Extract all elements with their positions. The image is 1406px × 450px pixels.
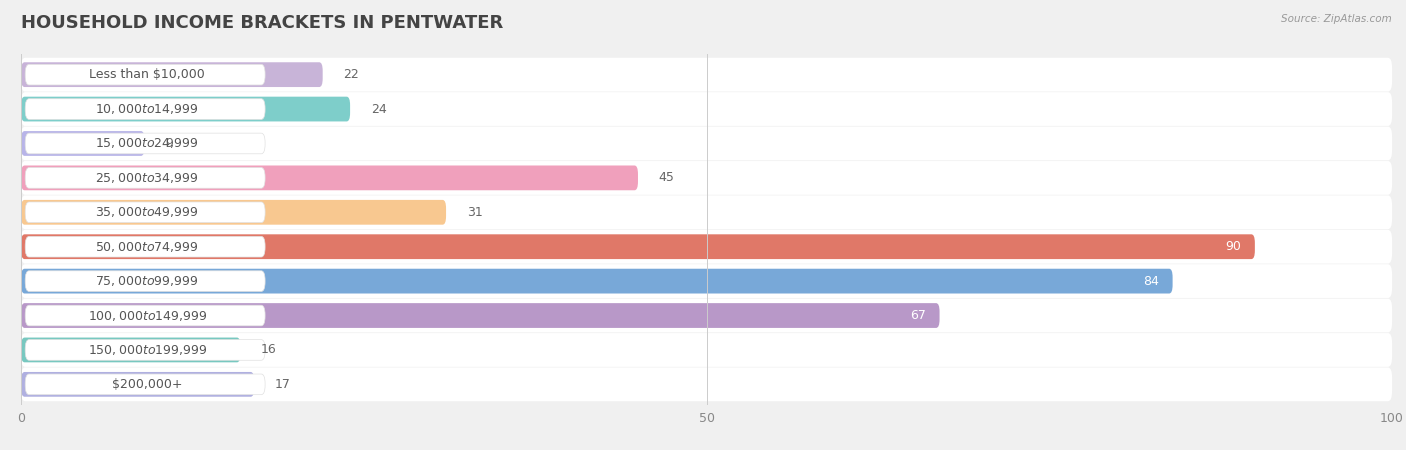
FancyBboxPatch shape <box>25 236 266 257</box>
Text: 67: 67 <box>910 309 927 322</box>
FancyBboxPatch shape <box>21 62 322 87</box>
FancyBboxPatch shape <box>21 230 1392 264</box>
FancyBboxPatch shape <box>21 195 1392 229</box>
FancyBboxPatch shape <box>25 340 266 360</box>
Text: Less than $10,000: Less than $10,000 <box>90 68 205 81</box>
FancyBboxPatch shape <box>25 271 266 292</box>
FancyBboxPatch shape <box>21 338 240 362</box>
Text: 9: 9 <box>165 137 173 150</box>
Text: $15,000 to $24,999: $15,000 to $24,999 <box>96 136 200 150</box>
FancyBboxPatch shape <box>25 167 266 188</box>
Text: $25,000 to $34,999: $25,000 to $34,999 <box>96 171 200 185</box>
FancyBboxPatch shape <box>21 368 1392 401</box>
FancyBboxPatch shape <box>25 133 266 154</box>
Text: 22: 22 <box>343 68 359 81</box>
FancyBboxPatch shape <box>21 333 1392 367</box>
Text: 24: 24 <box>371 103 387 116</box>
Text: $150,000 to $199,999: $150,000 to $199,999 <box>87 343 207 357</box>
Text: $100,000 to $149,999: $100,000 to $149,999 <box>87 309 207 323</box>
Text: 90: 90 <box>1225 240 1241 253</box>
Text: 31: 31 <box>467 206 482 219</box>
Text: $35,000 to $49,999: $35,000 to $49,999 <box>96 205 200 219</box>
FancyBboxPatch shape <box>21 234 1256 259</box>
Text: $75,000 to $99,999: $75,000 to $99,999 <box>96 274 200 288</box>
FancyBboxPatch shape <box>25 64 266 85</box>
Text: $10,000 to $14,999: $10,000 to $14,999 <box>96 102 200 116</box>
FancyBboxPatch shape <box>21 200 446 225</box>
FancyBboxPatch shape <box>21 92 1392 126</box>
FancyBboxPatch shape <box>25 374 266 395</box>
Text: Source: ZipAtlas.com: Source: ZipAtlas.com <box>1281 14 1392 23</box>
FancyBboxPatch shape <box>21 161 1392 195</box>
FancyBboxPatch shape <box>21 303 939 328</box>
FancyBboxPatch shape <box>21 269 1173 293</box>
FancyBboxPatch shape <box>21 372 254 397</box>
FancyBboxPatch shape <box>21 131 145 156</box>
FancyBboxPatch shape <box>25 305 266 326</box>
FancyBboxPatch shape <box>25 202 266 223</box>
Text: HOUSEHOLD INCOME BRACKETS IN PENTWATER: HOUSEHOLD INCOME BRACKETS IN PENTWATER <box>21 14 503 32</box>
Text: 16: 16 <box>262 343 277 356</box>
FancyBboxPatch shape <box>25 99 266 119</box>
FancyBboxPatch shape <box>21 264 1392 298</box>
FancyBboxPatch shape <box>21 97 350 122</box>
FancyBboxPatch shape <box>21 58 1392 91</box>
Text: 17: 17 <box>274 378 291 391</box>
FancyBboxPatch shape <box>21 299 1392 333</box>
Text: $50,000 to $74,999: $50,000 to $74,999 <box>96 240 200 254</box>
Text: 84: 84 <box>1143 274 1159 288</box>
FancyBboxPatch shape <box>21 126 1392 160</box>
Text: 45: 45 <box>658 171 675 184</box>
Text: $200,000+: $200,000+ <box>112 378 183 391</box>
FancyBboxPatch shape <box>21 166 638 190</box>
